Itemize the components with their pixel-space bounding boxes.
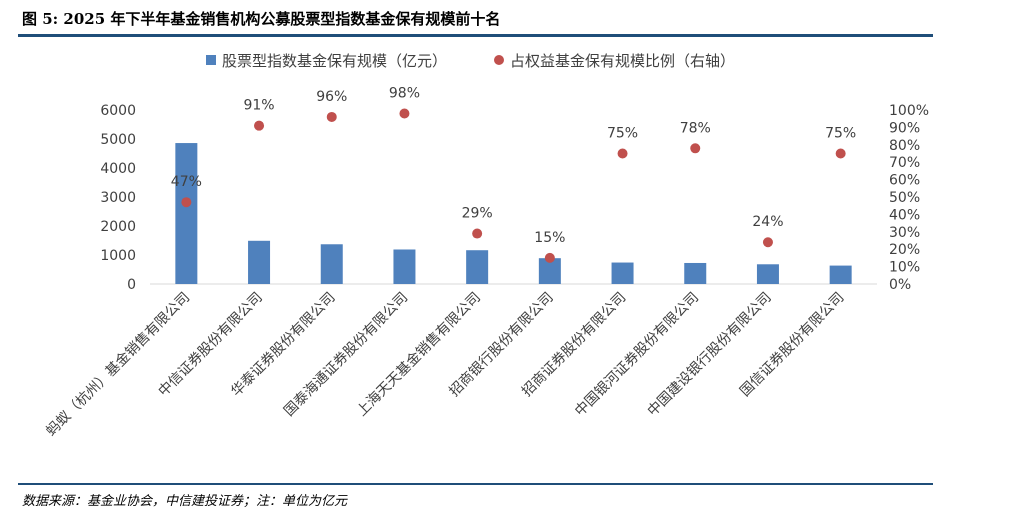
source-rule (18, 483, 933, 485)
right-tick-label: 50% (889, 190, 920, 206)
ratio-point (835, 148, 846, 159)
ratio-label: 91% (243, 98, 274, 114)
ratio-point (472, 228, 483, 239)
left-tick-label: 2000 (100, 219, 136, 235)
right-tick-label: 70% (889, 155, 920, 171)
bar (175, 143, 198, 284)
bar (248, 240, 271, 284)
left-tick-label: 1000 (100, 248, 136, 264)
bar (320, 244, 343, 284)
ratio-label: 78% (680, 120, 711, 136)
ratio-label: 96% (316, 89, 347, 105)
bar (756, 264, 779, 284)
ratio-point (762, 237, 773, 248)
bar (466, 250, 489, 284)
right-tick-label: 60% (889, 173, 920, 189)
ratio-label: 98% (389, 85, 420, 101)
right-tick-label: 20% (889, 242, 920, 258)
bar (684, 262, 707, 284)
right-tick-label: 90% (889, 120, 920, 136)
right-tick-label: 100% (889, 103, 929, 119)
ratio-point (326, 111, 337, 122)
chart: 股票型指数基金保有规模（亿元） 占权益基金保有规模比例（右轴） 0 1000 2000 3… (43, 52, 929, 440)
category-label: 上海天天基金销售有限公司 (353, 289, 484, 420)
ratio-point (544, 252, 555, 263)
left-tick-label: 0 (127, 277, 136, 293)
ratio-label: 47% (171, 174, 202, 190)
category-label: 蚂蚁（杭州）基金销售有限公司 (43, 289, 194, 440)
legend-dot-swatch (494, 55, 504, 65)
bar (538, 258, 561, 284)
category-label: 中国建设银行股份有限公司 (645, 290, 775, 420)
ratio-label: 24% (752, 214, 783, 230)
category-label: 中国银河证券股份有限公司 (572, 290, 702, 420)
ratio-label: 75% (825, 126, 856, 142)
left-tick-label: 3000 (100, 190, 136, 206)
category-label: 国泰海通证券股份有限公司 (281, 290, 411, 420)
ratio-point (399, 108, 410, 119)
left-tick-label: 6000 (100, 103, 136, 119)
bar (393, 249, 416, 284)
ratio-point (617, 148, 628, 159)
source-note: 数据来源：基金业协会，中信建投证券；注：单位为亿元 (22, 494, 348, 509)
legend-bar-label: 股票型指数基金保有规模（亿元） (222, 52, 447, 70)
ratio-label: 29% (462, 206, 493, 222)
legend-dot-label: 占权益基金保有规模比例（右轴） (510, 52, 735, 70)
bar (829, 265, 852, 284)
right-tick-label: 40% (889, 207, 920, 223)
right-tick-label: 30% (889, 225, 920, 241)
right-tick-label: 0% (889, 277, 911, 293)
left-tick-label: 4000 (100, 161, 136, 177)
ratio-point (690, 143, 701, 154)
ratio-label: 15% (534, 230, 565, 246)
right-tick-label: 10% (889, 260, 920, 276)
ratio-point (181, 197, 192, 208)
left-tick-label: 5000 (100, 132, 136, 148)
title-rule (18, 34, 933, 37)
right-tick-label: 80% (889, 138, 920, 154)
ratio-label: 75% (607, 126, 638, 142)
legend-bar-swatch (206, 55, 216, 65)
figure-title: 图 5: 2025 年下半年基金销售机构公募股票型指数基金保有规模前十名 (22, 10, 501, 28)
bar (611, 262, 634, 284)
ratio-point (254, 120, 265, 131)
